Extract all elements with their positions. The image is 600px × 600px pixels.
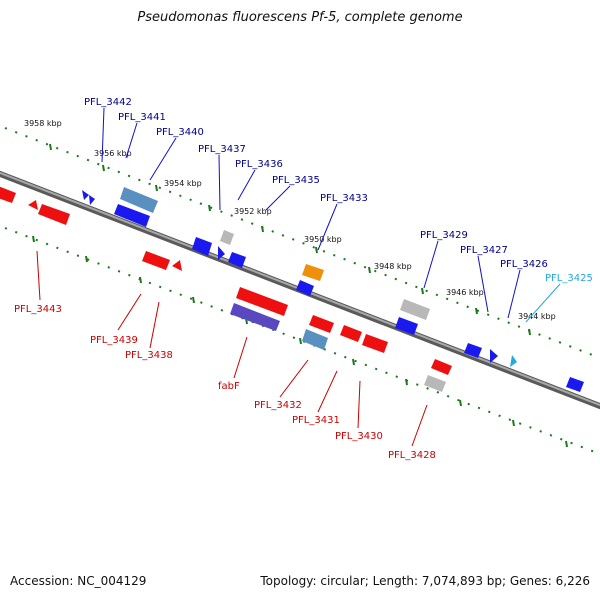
- label-pfl-3432[interactable]: PFL_3432: [254, 400, 302, 411]
- kbp-label-3958: 3958 kbp: [24, 119, 62, 128]
- kbp-label-3954: 3954 kbp: [164, 179, 202, 188]
- label-pfl-3425[interactable]: PFL_3425: [545, 273, 593, 284]
- gene-fabf-stripe[interactable]: [230, 303, 280, 331]
- kbp-label-3948: 3948 kbp: [374, 262, 412, 271]
- gene-pfl-3425[interactable]: [510, 355, 517, 367]
- gene-pfl-3428[interactable]: [431, 359, 452, 375]
- gene-pfl-3438[interactable]: [172, 260, 182, 271]
- gene-pfl-3442[interactable]: [82, 190, 89, 200]
- gene-pfl-3437-grey[interactable]: [220, 230, 234, 245]
- gene-pfl-3440[interactable]: [120, 187, 158, 213]
- gene-pfl-3431[interactable]: [340, 325, 362, 342]
- kbp-label-3946: 3946 kbp: [446, 288, 484, 297]
- label-pfl-3441[interactable]: PFL_3441: [118, 112, 166, 123]
- highlight-leader: [525, 283, 561, 323]
- label-pfl-3426[interactable]: PFL_3426: [500, 259, 548, 270]
- gene-pfl-3437[interactable]: [192, 237, 212, 256]
- upper-ruler: [4, 127, 596, 357]
- label-pfl-3436[interactable]: PFL_3436: [235, 159, 283, 170]
- gene-right-edge[interactable]: [566, 377, 584, 392]
- gene-pfl-3429-grey[interactable]: [400, 299, 430, 320]
- gene-pfl-3443b[interactable]: [38, 204, 70, 225]
- gene-pfl-3428-grey[interactable]: [424, 375, 446, 392]
- gene-pfl-3426[interactable]: [490, 349, 498, 363]
- reverse-genes: [0, 186, 452, 392]
- label-pfl-3440[interactable]: PFL_3440: [156, 127, 204, 138]
- gene-pfl-3433[interactable]: [296, 280, 314, 296]
- gene-pfl-3430[interactable]: [362, 334, 388, 353]
- gene-pfl-3443[interactable]: [28, 200, 38, 210]
- gene-fabf[interactable]: [236, 287, 288, 316]
- label-pfl-3427[interactable]: PFL_3427: [460, 245, 508, 256]
- kbp-label-3944: 3944 kbp: [518, 312, 556, 321]
- label-pfl-3431[interactable]: PFL_3431: [292, 415, 340, 426]
- label-pfl-3429[interactable]: PFL_3429: [420, 230, 468, 241]
- gene-pfl-3432[interactable]: [309, 315, 334, 333]
- forward-genes: [82, 187, 584, 392]
- genome-summary-text: Topology: circular; Length: 7,074,893 bp…: [260, 574, 590, 588]
- kbp-label-3956: 3956 kbp: [94, 149, 132, 158]
- reverse-leaders: [36, 250, 428, 447]
- label-pfl-3443[interactable]: PFL_3443: [14, 304, 62, 315]
- gene-pfl-3433-orange[interactable]: [302, 264, 324, 281]
- label-pfl-3428[interactable]: PFL_3428: [388, 450, 436, 461]
- gene-pfl-3432-steel[interactable]: [302, 329, 328, 350]
- gene-pfl-3427[interactable]: [464, 343, 482, 358]
- gene-pfl-3439[interactable]: [142, 251, 170, 270]
- gene-pfl-3436[interactable]: [218, 246, 225, 260]
- label-pfl-3435[interactable]: PFL_3435: [272, 175, 320, 186]
- label-pfl-3430[interactable]: PFL_3430: [335, 431, 383, 442]
- upper-major-ticks: [49, 143, 531, 336]
- label-pfl-3442[interactable]: PFL_3442: [84, 97, 132, 108]
- accession-text: Accession: NC_004129: [10, 574, 147, 588]
- label-pfl-3433[interactable]: PFL_3433: [320, 193, 368, 204]
- gene-pfl-3441[interactable]: [89, 195, 95, 205]
- forward-leaders: [101, 107, 521, 319]
- label-fabf[interactable]: fabF: [218, 381, 240, 392]
- map-title: Pseudomonas fluorescens Pf-5, complete g…: [137, 10, 463, 25]
- lower-major-ticks: [32, 235, 568, 448]
- gene-pfl-3429[interactable]: [395, 317, 418, 335]
- gene-pfl-3435[interactable]: [228, 252, 246, 268]
- kbp-label-3952: 3952 kbp: [234, 207, 272, 216]
- label-pfl-3438[interactable]: PFL_3438: [125, 350, 173, 361]
- label-pfl-3439[interactable]: PFL_3439: [90, 335, 138, 346]
- gene-pfl-3440b[interactable]: [114, 204, 150, 227]
- gene-left-edge[interactable]: [0, 186, 16, 203]
- label-pfl-3437[interactable]: PFL_3437: [198, 144, 246, 155]
